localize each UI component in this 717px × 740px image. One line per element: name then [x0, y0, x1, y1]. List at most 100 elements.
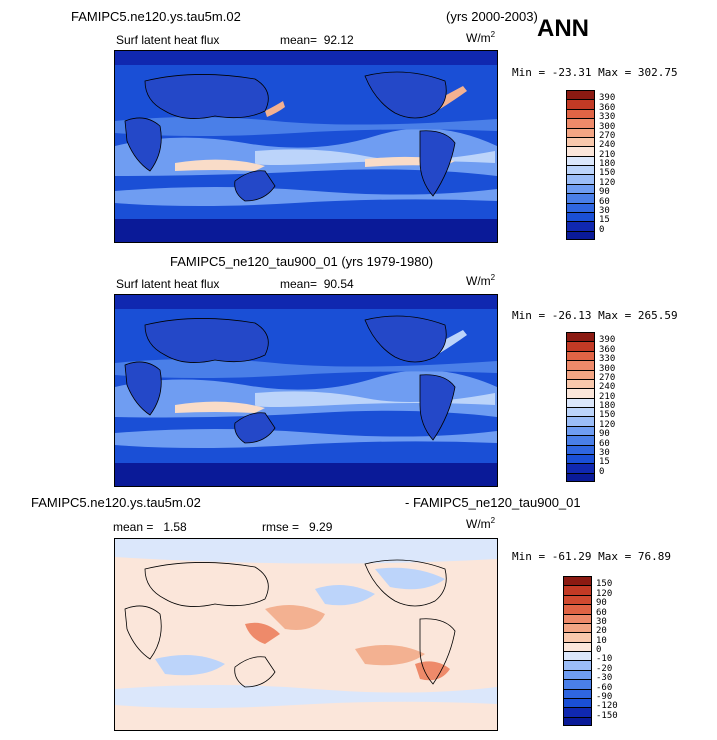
- panel1-map: [114, 50, 498, 243]
- colorbar-tick-label: 270: [599, 372, 616, 383]
- colorbar-swatch: [566, 136, 595, 147]
- colorbar-swatch: [563, 622, 592, 633]
- colorbar-tick-label: 30: [599, 447, 610, 458]
- colorbar-swatch: [563, 594, 592, 605]
- colorbar-tick-label: 360: [599, 102, 616, 113]
- panel3-units: W/m2: [466, 516, 496, 531]
- colorbar-tick-label: -120: [596, 701, 618, 712]
- colorbar-tick-label: 15: [599, 457, 610, 468]
- colorbar-swatch: [563, 688, 592, 698]
- colorbar-tick-label: 180: [599, 159, 616, 169]
- colorbar-tick-label: 150: [599, 410, 616, 421]
- panel1-case-title: FAMIPC5.ne120.ys.tau5m.02: [71, 9, 241, 24]
- colorbar-swatch: [566, 118, 595, 128]
- colorbar-swatch: [566, 388, 595, 398]
- colorbar-swatch: [566, 435, 595, 445]
- colorbar-tick-label: 390: [599, 335, 616, 346]
- colorbar-swatch: [566, 127, 595, 137]
- panel2-colorbar: 0 15 30 60 90 120 150 180 210 240 270 300 330 360 390: [566, 332, 615, 482]
- colorbar-swatch: [563, 604, 592, 614]
- colorbar-tick-label: -60: [596, 682, 613, 693]
- colorbar-swatch: [563, 651, 592, 661]
- colorbar-swatch: [563, 660, 592, 670]
- colorbar-swatch: [566, 416, 595, 426]
- panel2-units: W/m2: [466, 273, 496, 288]
- colorbar-tick-label: 210: [599, 149, 616, 160]
- panel3-mean: mean = 1.58: [113, 520, 187, 534]
- colorbar-tick-label: 330: [599, 354, 616, 365]
- colorbar-swatch: [566, 193, 595, 203]
- panel3-colorbar: -150 -120 -90 -60 -30 -20 -10 0 10 20 30 60 90 120 150: [563, 576, 618, 726]
- colorbar-tick-label: -30: [596, 673, 613, 684]
- colorbar-swatch: [566, 230, 595, 240]
- panel2-map-field: [115, 295, 497, 486]
- colorbar-swatch: [563, 697, 592, 708]
- colorbar-tick-label: 300: [599, 121, 616, 132]
- colorbar-swatch: [566, 183, 595, 194]
- colorbar-swatch: [566, 202, 595, 212]
- colorbar-swatch: [566, 397, 595, 407]
- panel1-years: (yrs 2000-2003): [446, 9, 538, 24]
- colorbar-swatch: [563, 669, 592, 680]
- panel1-mean: mean= 92.12: [280, 33, 354, 47]
- panel1-minmax: Min = -23.31 Max = 302.75: [512, 66, 678, 79]
- colorbar-swatch: [566, 146, 595, 156]
- colorbar-tick-label: 180: [599, 401, 616, 411]
- colorbar-swatch: [566, 453, 595, 464]
- colorbar-tick-label: 0: [599, 466, 605, 477]
- colorbar-tick-label: 120: [596, 588, 613, 599]
- panel3-case-a: FAMIPC5.ne120.ys.tau5m.02: [31, 495, 201, 510]
- colorbar-swatch: [566, 378, 595, 389]
- panel3-case-b: - FAMIPC5_ne120_tau900_01: [405, 495, 581, 510]
- colorbar-swatch: [566, 155, 595, 165]
- colorbar-swatch: [566, 90, 595, 100]
- colorbar-swatch: [566, 332, 595, 342]
- colorbar-tick-label: 390: [599, 93, 616, 104]
- colorbar-swatch: [566, 472, 595, 482]
- colorbar-tick-label: 90: [599, 187, 610, 198]
- colorbar-swatch: [566, 360, 595, 370]
- panel2-variable: Surf latent heat flux: [116, 277, 220, 291]
- colorbar-tick-label: 60: [599, 196, 610, 207]
- panel3-minmax: Min = -61.29 Max = 76.89: [512, 550, 671, 563]
- colorbar-tick-label: 0: [596, 645, 602, 655]
- colorbar-tick-label: 0: [599, 224, 605, 235]
- colorbar-swatch: [566, 350, 595, 361]
- colorbar-tick-label: 150: [596, 579, 613, 590]
- colorbar-swatch: [563, 641, 592, 651]
- colorbar-swatch: [563, 576, 592, 586]
- colorbar-swatch: [566, 211, 595, 222]
- colorbar-swatch: [566, 108, 595, 119]
- colorbar-tick-label: 30: [599, 205, 610, 216]
- season-label: ANN: [537, 15, 589, 42]
- colorbar-swatch: [566, 425, 595, 436]
- panel2-map: [114, 294, 498, 487]
- colorbar-tick-label: 210: [599, 391, 616, 402]
- colorbar-tick-label: -150: [596, 710, 618, 721]
- colorbar-tick-label: 60: [596, 607, 607, 618]
- colorbar-swatch: [566, 444, 595, 454]
- colorbar-tick-label: -90: [596, 691, 613, 702]
- colorbar-tick-label: 20: [596, 626, 607, 637]
- panel2-mean: mean= 90.54: [280, 277, 354, 291]
- colorbar-swatch: [563, 613, 592, 623]
- colorbar-tick-label: 10: [596, 635, 607, 646]
- colorbar-tick-label: 300: [599, 363, 616, 374]
- colorbar-tick-label: 240: [599, 140, 616, 151]
- colorbar-swatch: [566, 165, 595, 175]
- colorbar-swatch: [563, 632, 592, 642]
- panel2-minmax: Min = -26.13 Max = 265.59: [512, 309, 678, 322]
- colorbar-tick-label: -20: [596, 663, 613, 674]
- panel1-units: W/m2: [466, 30, 496, 45]
- colorbar-swatch: [566, 407, 595, 417]
- colorbar-tick-label: 360: [599, 344, 616, 355]
- panel1-variable: Surf latent heat flux: [116, 33, 220, 47]
- colorbar-swatch: [566, 341, 595, 351]
- colorbar-swatch: [563, 585, 592, 595]
- panel3-map-field: [115, 539, 497, 730]
- colorbar-swatch: [566, 221, 595, 231]
- colorbar-tick-label: 30: [596, 616, 607, 627]
- colorbar-swatch: [563, 716, 592, 726]
- colorbar-tick-label: 120: [599, 419, 616, 430]
